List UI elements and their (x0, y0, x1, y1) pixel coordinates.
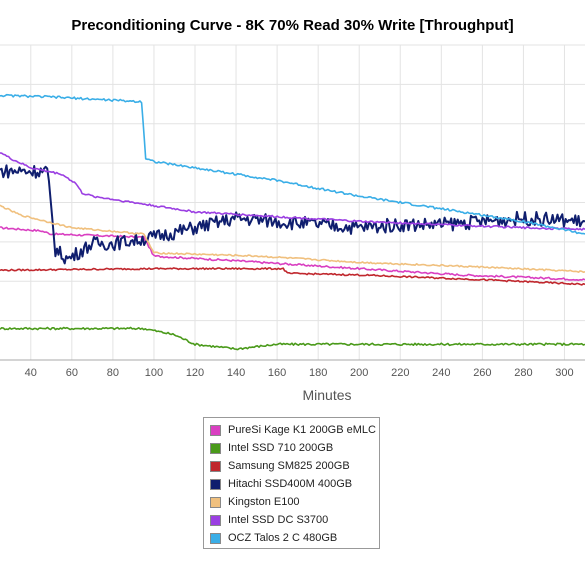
series-line-6 (0, 152, 585, 231)
x-tick-label: 40 (25, 367, 37, 379)
series-line-5 (0, 204, 585, 274)
series-line-7 (0, 93, 585, 235)
legend-swatch (210, 497, 221, 508)
legend-swatch (210, 425, 221, 436)
x-tick-label: 280 (514, 367, 532, 379)
x-tick-label: 120 (186, 367, 204, 379)
legend-swatch (210, 443, 221, 454)
series-line-4 (0, 164, 585, 265)
legend-swatch (210, 515, 221, 526)
legend-label: Kingston E100 (228, 496, 300, 508)
series-line-3 (0, 267, 585, 286)
legend-label: PureSi Kage K1 200GB eMLC (228, 424, 376, 436)
legend-swatch (210, 479, 221, 490)
x-tick-label: 180 (309, 367, 327, 379)
legend-label: Samsung SM825 200GB (228, 460, 350, 472)
x-tick-label: 220 (391, 367, 409, 379)
x-tick-label: 260 (473, 367, 491, 379)
x-axis-label: Minutes (302, 387, 351, 403)
x-tick-label: 300 (555, 367, 573, 379)
chart-title: Preconditioning Curve - 8K 70% Read 30% … (71, 17, 514, 34)
legend: PureSi Kage K1 200GB eMLC Intel SSD 710 2… (203, 417, 380, 549)
series-line-2 (0, 326, 585, 351)
legend-swatch (210, 461, 221, 472)
legend-label: OCZ Talos 2 C 480GB (228, 532, 338, 544)
x-tick-label: 80 (107, 367, 119, 379)
legend-label: Intel SSD DC S3700 (228, 514, 329, 526)
legend-swatch (210, 533, 221, 544)
legend-label: Hitachi SSD400M 400GB (228, 478, 353, 490)
x-tick-label: 140 (227, 367, 245, 379)
series-line-1 (0, 226, 585, 282)
x-tick-label: 100 (145, 367, 163, 379)
grid (0, 44, 585, 361)
series-layer (0, 93, 585, 351)
x-tick-label: 160 (268, 367, 286, 379)
x-tick-label: 200 (350, 367, 368, 379)
legend-label: Intel SSD 710 200GB (228, 442, 334, 454)
x-tick-label: 60 (66, 367, 78, 379)
x-tick-labels: 40 60 80 100 120 140 160 180 200 220 240 260 280 300 (25, 367, 574, 379)
x-tick-label: 240 (432, 367, 450, 379)
